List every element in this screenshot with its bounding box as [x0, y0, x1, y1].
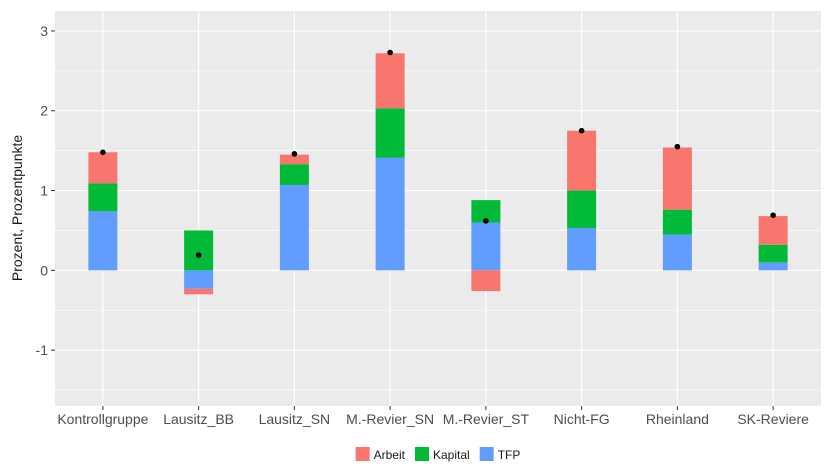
y-tick-label: 2: [40, 103, 48, 119]
total-point: [674, 143, 681, 150]
legend-label-kapital: Kapital: [433, 448, 470, 462]
x-tick-label: M.-Revier_ST: [443, 411, 530, 427]
y-axis-title: Prozent, Prozentpunkte: [9, 135, 25, 282]
legend-label-tfp: TFP: [498, 448, 521, 462]
total-points: [100, 49, 776, 258]
bar-segment-tfp: [184, 270, 214, 289]
bar-segment-tfp: [567, 228, 597, 271]
bar-segment-arbeit: [662, 147, 692, 210]
bar-segment-tfp: [88, 211, 118, 271]
total-point: [483, 218, 489, 224]
total-point: [100, 149, 106, 156]
bar-segment-arbeit: [758, 216, 788, 245]
bar-segment-arbeit: [567, 130, 597, 191]
y-tick-label: 3: [40, 23, 48, 39]
total-point: [387, 49, 393, 56]
bar-segment-kapital: [279, 164, 309, 185]
x-tick-label: Lausitz_SN: [259, 411, 331, 427]
x-axis-ticks: Kontrollgruppe Lausitz_BB Lausitz_SN M.-Rev…: [57, 406, 809, 427]
bar-segment-kapital: [471, 200, 501, 223]
bar-segment-arbeit: [279, 154, 309, 165]
bar-segment-arbeit: [184, 288, 214, 295]
x-tick-label: SK-Reviere: [737, 411, 809, 427]
bar-segment-kapital: [662, 209, 692, 235]
x-tick-label: Lausitz_BB: [163, 411, 234, 427]
x-tick-label: M.-Revier_SN: [346, 411, 434, 427]
y-tick-label: -1: [36, 342, 49, 358]
bars: [88, 53, 788, 295]
total-point: [578, 127, 585, 134]
legend-key-tfp: [479, 447, 494, 461]
bar-segment-kapital: [567, 190, 597, 229]
bar-segment-arbeit: [471, 270, 501, 292]
bar-segment-kapital: [758, 244, 788, 263]
legend-key-kapital: [414, 447, 429, 461]
bar-segment-tfp: [471, 222, 501, 271]
legend: Arbeit Kapital TFP: [355, 447, 521, 462]
total-point: [291, 151, 298, 157]
bar-segment-tfp: [279, 184, 309, 271]
bar-segment-tfp: [758, 262, 788, 271]
bar-segment-kapital: [375, 108, 405, 158]
bar-segment-arbeit: [88, 152, 118, 184]
total-point: [195, 252, 202, 258]
x-tick-label: Nicht-FG: [554, 411, 610, 427]
x-tick-label: Kontrollgruppe: [57, 411, 148, 427]
legend-label-arbeit: Arbeit: [374, 448, 406, 462]
y-tick-label: 1: [40, 183, 48, 199]
bar-segment-arbeit: [375, 53, 405, 109]
y-axis-ticks: -1 0 1 2 3: [36, 23, 55, 358]
y-tick-label: 0: [40, 262, 48, 278]
legend-key-arbeit: [355, 447, 370, 461]
bar-segment-tfp: [375, 157, 405, 271]
x-tick-label: Rheinland: [646, 411, 709, 427]
plot-panel: [55, 11, 821, 406]
bar-segment-tfp: [662, 234, 692, 271]
bar-segment-kapital: [184, 230, 214, 271]
bar-segment-kapital: [88, 183, 118, 212]
total-point: [770, 212, 776, 219]
